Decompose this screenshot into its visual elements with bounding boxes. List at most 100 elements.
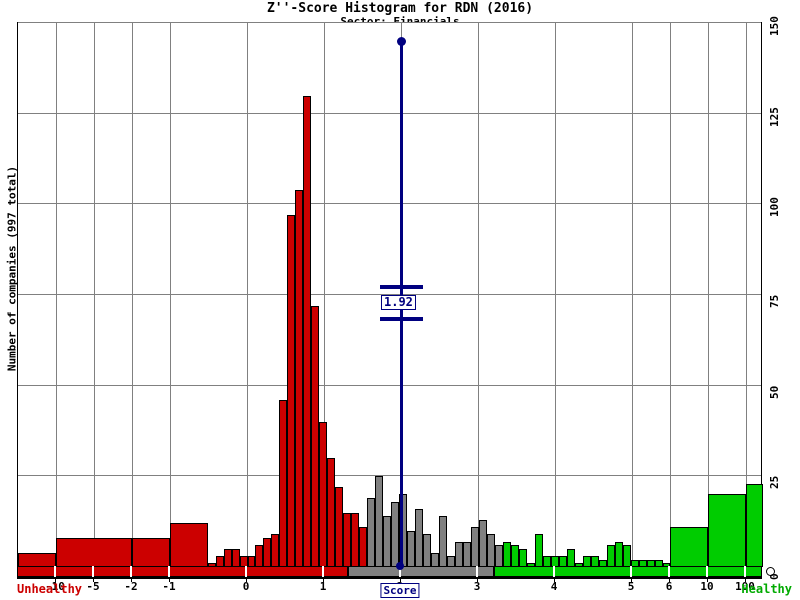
- y-tick-label: 100: [768, 197, 781, 218]
- x-tick-mark: [323, 577, 324, 582]
- band-tick-notch: [476, 566, 478, 577]
- x-tick-label: 0: [242, 580, 250, 593]
- zone-label-healthy: Healthy: [741, 582, 792, 596]
- gridline-vertical: [132, 23, 133, 567]
- band-tick-notch: [168, 566, 170, 577]
- gridline-vertical: [746, 23, 747, 567]
- band-segment-gray: [348, 566, 494, 577]
- histogram-bar: [232, 548, 240, 567]
- score-marker-whisker-upper: [380, 285, 423, 289]
- gridline-horizontal: [18, 475, 761, 477]
- histogram-bar: [623, 545, 631, 567]
- histogram-bar: [263, 538, 271, 567]
- y-tick-label: 75: [768, 294, 781, 308]
- histogram-bar: [615, 541, 623, 567]
- gridline-vertical: [670, 23, 671, 567]
- y-tick-label: 25: [768, 476, 781, 490]
- gridline-vertical: [324, 23, 325, 567]
- x-tick-label: 5: [627, 580, 635, 593]
- histogram-bar: [359, 527, 367, 567]
- x-tick-mark: [669, 577, 670, 582]
- x-tick-label: -5: [86, 580, 100, 593]
- band-tick-notch: [130, 566, 132, 577]
- gridline-vertical: [247, 23, 248, 567]
- score-marker-dot-icon: [397, 37, 406, 46]
- band-tick-notch: [322, 566, 324, 577]
- chart-title: Z''-Score Histogram for RDN (2016): [266, 1, 534, 16]
- y-tick-label: 0: [768, 573, 781, 580]
- x-axis-title: Score: [380, 583, 420, 598]
- histogram-bar: [56, 538, 132, 567]
- x-tick-label: 6: [665, 580, 673, 593]
- gridline-horizontal: [18, 384, 761, 386]
- histogram-bar: [487, 534, 495, 567]
- band-tick-notch: [92, 566, 94, 577]
- histogram-bar: [319, 421, 327, 567]
- score-marker-whisker-lower: [380, 317, 423, 321]
- x-tick-label: 10: [700, 580, 714, 593]
- band-score-marker-dot-icon: [396, 562, 404, 570]
- histogram-bar: [746, 483, 763, 567]
- histogram-bar: [535, 534, 543, 567]
- histogram-bar: [287, 215, 295, 567]
- gridline-horizontal: [18, 203, 761, 205]
- band-tick-notch: [630, 566, 632, 577]
- histogram-bar: [455, 541, 463, 567]
- histogram-bar: [503, 541, 511, 567]
- histogram-bar: [367, 498, 375, 567]
- band-tick-notch: [744, 566, 746, 577]
- zone-label-unhealthy: Unhealthy: [17, 582, 83, 596]
- histogram-bar: [303, 95, 311, 567]
- band-tick-notch: [54, 566, 56, 577]
- histogram-bar: [271, 534, 279, 567]
- x-tick-mark: [246, 577, 247, 582]
- plot-area: 1.92: [17, 22, 763, 568]
- gridline-vertical: [478, 23, 479, 567]
- x-tick-label: -1: [162, 580, 176, 593]
- x-tick-label: -10: [45, 580, 65, 593]
- y-tick-label: 50: [768, 385, 781, 399]
- histogram-bar: [607, 545, 615, 567]
- histogram-bar: [415, 508, 423, 567]
- histogram-bar: [279, 400, 287, 567]
- x-tick-mark: [55, 577, 56, 582]
- gridline-vertical: [94, 23, 95, 567]
- gridline-horizontal: [18, 112, 761, 114]
- histogram-bar: [567, 548, 575, 567]
- gridline-horizontal: [18, 22, 761, 23]
- histogram-bar: [255, 545, 263, 567]
- gridline-vertical: [632, 23, 633, 567]
- x-tick-label: -2: [124, 580, 138, 593]
- score-marker-value-label: 1.92: [381, 295, 416, 310]
- histogram-bar: [423, 534, 431, 567]
- histogram-bar: [375, 476, 383, 567]
- histogram-bar: [439, 516, 447, 567]
- gridline-vertical: [708, 23, 709, 567]
- band-segment-green: [494, 566, 762, 577]
- gridline-vertical: [170, 23, 171, 567]
- y-tick-label: 125: [768, 106, 781, 127]
- histogram-bar: [479, 519, 487, 567]
- band-segment-red: [17, 566, 348, 577]
- x-tick-mark: [169, 577, 170, 582]
- histogram-bar: [343, 512, 351, 567]
- band-tick-notch: [245, 566, 247, 577]
- histogram-bar: [170, 523, 208, 567]
- histogram-bar: [519, 548, 527, 567]
- histogram-bar: [311, 305, 319, 567]
- y-tick-label: 150: [768, 16, 781, 36]
- histogram-bar: [495, 545, 503, 567]
- histogram-bar: [511, 545, 519, 567]
- histogram-bar: [335, 487, 343, 567]
- histogram-bar: [471, 527, 479, 567]
- histogram-bar: [383, 516, 391, 567]
- histogram-bar: [224, 548, 232, 567]
- histogram-bar: [295, 189, 303, 567]
- x-tick-mark: [477, 577, 478, 582]
- x-tick-label: 3: [473, 580, 481, 593]
- histogram-bar: [407, 530, 415, 567]
- x-tick-mark: [131, 577, 132, 582]
- x-tick-mark: [400, 577, 401, 582]
- x-axis-baseline: [17, 577, 762, 579]
- histogram-bar: [132, 538, 170, 567]
